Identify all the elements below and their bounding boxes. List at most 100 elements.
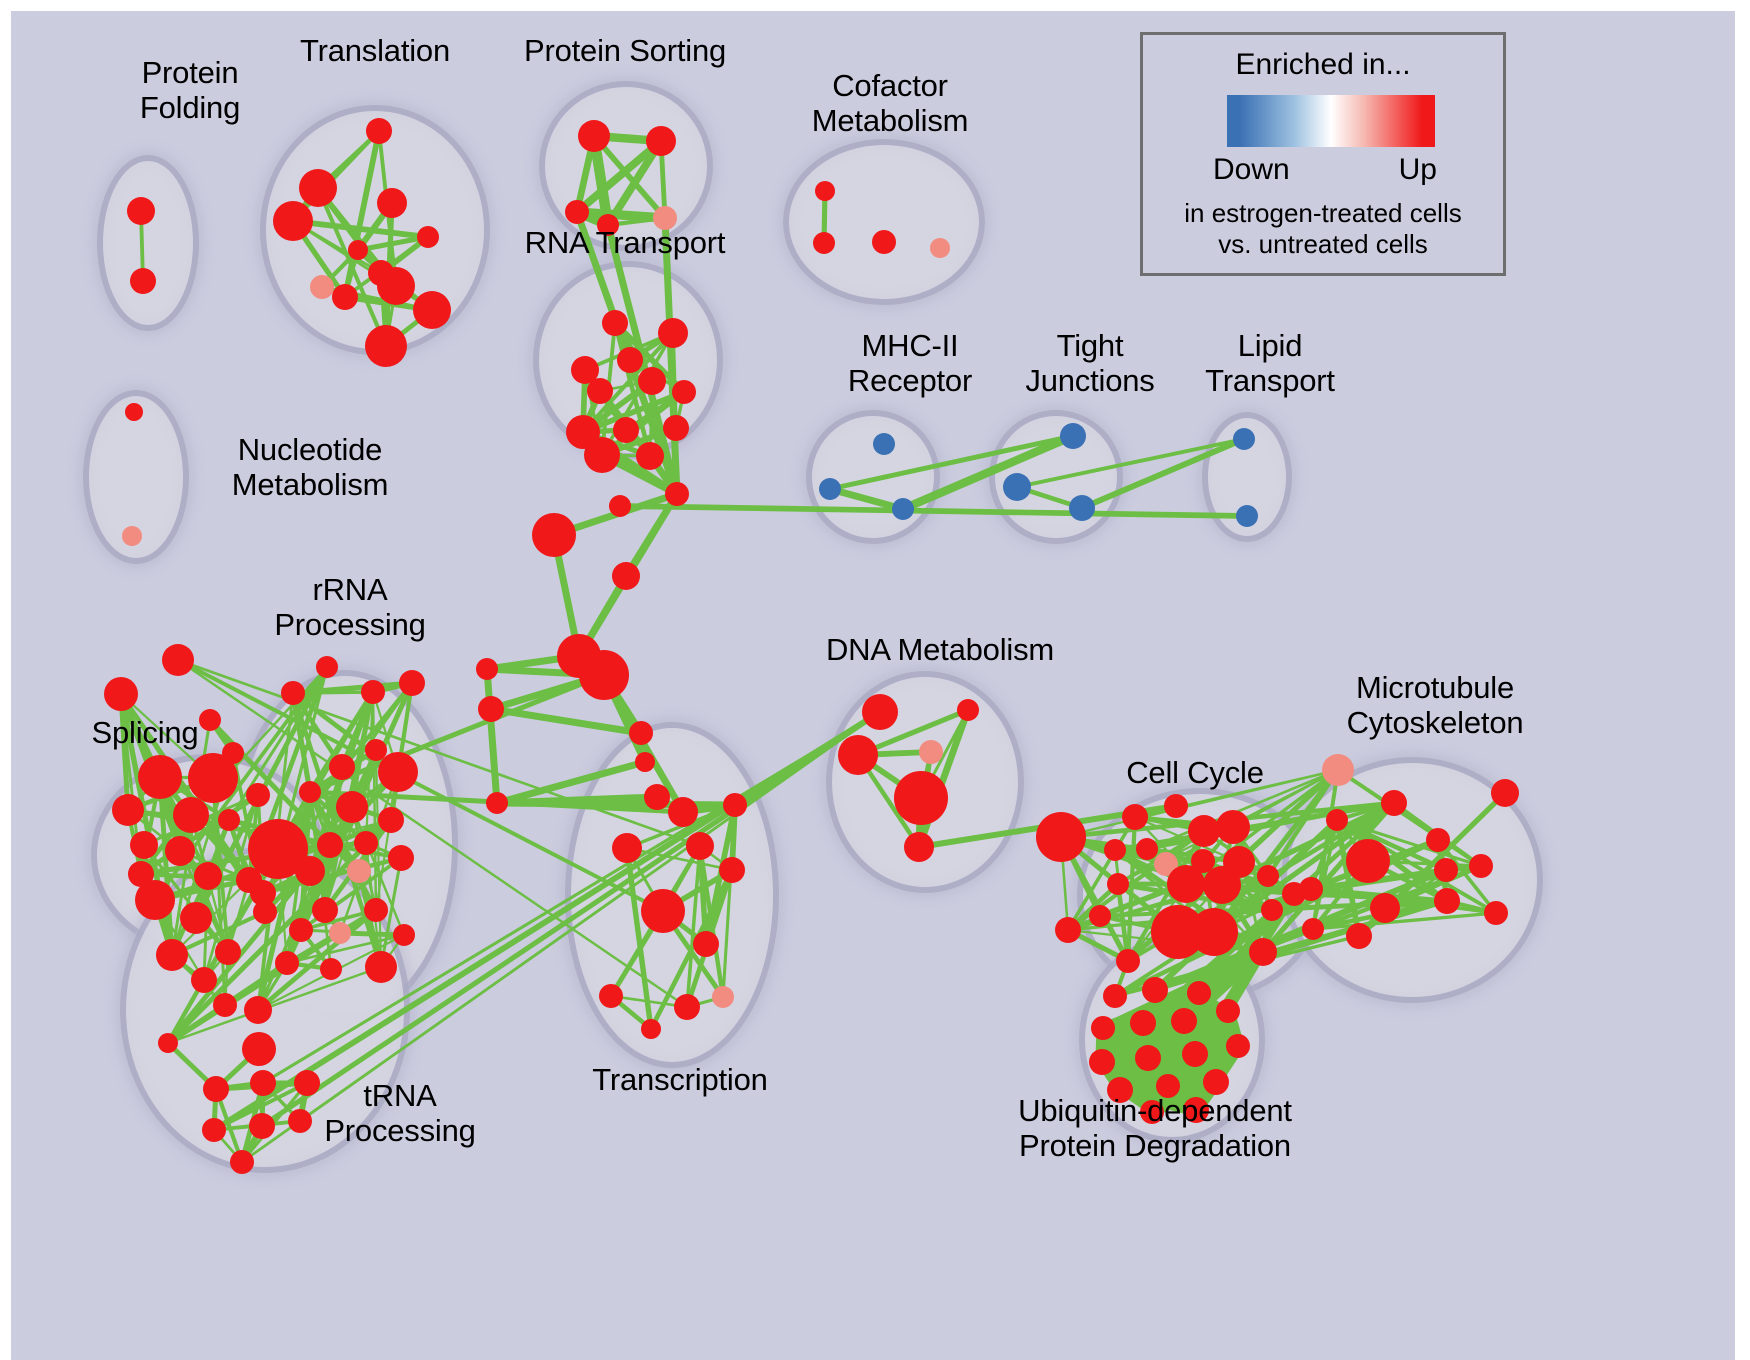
network-node[interactable]: [1257, 865, 1279, 887]
network-node[interactable]: [165, 836, 195, 866]
network-node[interactable]: [1381, 790, 1407, 816]
network-node[interactable]: [388, 845, 414, 871]
network-node[interactable]: [1346, 923, 1372, 949]
network-node[interactable]: [1107, 873, 1129, 895]
network-node[interactable]: [613, 417, 639, 443]
network-node[interactable]: [348, 240, 368, 260]
network-node[interactable]: [1190, 908, 1238, 956]
network-node[interactable]: [672, 380, 696, 404]
network-node[interactable]: [892, 498, 914, 520]
network-node[interactable]: [658, 318, 688, 348]
network-node[interactable]: [320, 958, 342, 980]
network-node[interactable]: [246, 783, 270, 807]
network-node[interactable]: [310, 275, 334, 299]
network-node[interactable]: [413, 291, 451, 329]
network-node[interactable]: [122, 526, 142, 546]
network-node[interactable]: [579, 650, 629, 700]
network-node[interactable]: [653, 206, 677, 230]
network-node[interactable]: [215, 939, 241, 965]
network-node[interactable]: [332, 284, 358, 310]
network-node[interactable]: [1164, 794, 1188, 818]
network-node[interactable]: [202, 1118, 226, 1142]
network-node[interactable]: [158, 1033, 178, 1053]
network-node[interactable]: [365, 951, 397, 983]
network-node[interactable]: [378, 752, 418, 792]
network-node[interactable]: [393, 924, 415, 946]
network-node[interactable]: [904, 832, 934, 862]
network-node[interactable]: [1187, 981, 1211, 1005]
network-node[interactable]: [156, 939, 188, 971]
network-node[interactable]: [674, 994, 700, 1020]
network-node[interactable]: [663, 415, 689, 441]
network-node[interactable]: [128, 861, 154, 887]
network-node[interactable]: [1434, 888, 1460, 914]
network-node[interactable]: [1116, 949, 1140, 973]
network-node[interactable]: [253, 900, 277, 924]
network-node[interactable]: [1203, 1069, 1229, 1095]
network-node[interactable]: [127, 197, 155, 225]
network-node[interactable]: [919, 740, 943, 764]
network-node[interactable]: [1151, 905, 1205, 959]
network-node[interactable]: [1370, 893, 1400, 923]
network-node[interactable]: [1069, 495, 1095, 521]
network-node[interactable]: [641, 889, 685, 933]
network-node[interactable]: [930, 238, 950, 258]
network-node[interactable]: [813, 232, 835, 254]
network-node[interactable]: [188, 753, 238, 803]
network-node[interactable]: [1135, 1045, 1161, 1071]
network-node[interactable]: [368, 260, 394, 286]
network-node[interactable]: [1191, 849, 1215, 873]
network-node[interactable]: [230, 1150, 254, 1174]
network-node[interactable]: [1226, 1034, 1250, 1058]
network-node[interactable]: [218, 809, 240, 831]
network-node[interactable]: [1469, 854, 1493, 878]
network-node[interactable]: [329, 754, 355, 780]
network-node[interactable]: [347, 859, 371, 883]
network-node[interactable]: [1484, 901, 1508, 925]
network-node[interactable]: [873, 433, 895, 455]
network-node[interactable]: [173, 797, 209, 833]
network-node[interactable]: [213, 993, 237, 1017]
network-node[interactable]: [248, 819, 308, 879]
network-node[interactable]: [815, 181, 835, 201]
network-node[interactable]: [957, 699, 979, 721]
network-node[interactable]: [365, 739, 387, 761]
network-node[interactable]: [1182, 1041, 1208, 1067]
network-node[interactable]: [636, 442, 664, 470]
network-node[interactable]: [638, 367, 666, 395]
network-node[interactable]: [299, 781, 321, 803]
network-node[interactable]: [329, 922, 351, 944]
network-node[interactable]: [281, 681, 305, 705]
network-node[interactable]: [565, 200, 589, 224]
network-node[interactable]: [378, 807, 404, 833]
network-node[interactable]: [587, 378, 613, 404]
network-node[interactable]: [693, 931, 719, 957]
network-node[interactable]: [686, 832, 714, 860]
network-node[interactable]: [364, 898, 388, 922]
network-node[interactable]: [1136, 838, 1158, 860]
network-node[interactable]: [354, 831, 378, 855]
network-node[interactable]: [1302, 918, 1324, 940]
network-node[interactable]: [646, 126, 676, 156]
network-node[interactable]: [1236, 505, 1258, 527]
network-node[interactable]: [1491, 779, 1519, 807]
network-node[interactable]: [476, 658, 498, 680]
network-node[interactable]: [138, 755, 182, 799]
network-node[interactable]: [1003, 473, 1031, 501]
network-node[interactable]: [578, 120, 610, 152]
network-node[interactable]: [1171, 1008, 1197, 1034]
network-node[interactable]: [1261, 899, 1283, 921]
network-node[interactable]: [612, 562, 640, 590]
network-node[interactable]: [180, 902, 212, 934]
network-node[interactable]: [377, 188, 407, 218]
network-node[interactable]: [1434, 858, 1458, 882]
network-node[interactable]: [250, 1070, 276, 1096]
network-node[interactable]: [361, 680, 385, 704]
network-node[interactable]: [819, 478, 841, 500]
network-node[interactable]: [317, 832, 343, 858]
network-node[interactable]: [104, 677, 138, 711]
network-node[interactable]: [894, 771, 948, 825]
network-node[interactable]: [838, 735, 878, 775]
network-node[interactable]: [1216, 810, 1250, 844]
network-node[interactable]: [602, 310, 628, 336]
